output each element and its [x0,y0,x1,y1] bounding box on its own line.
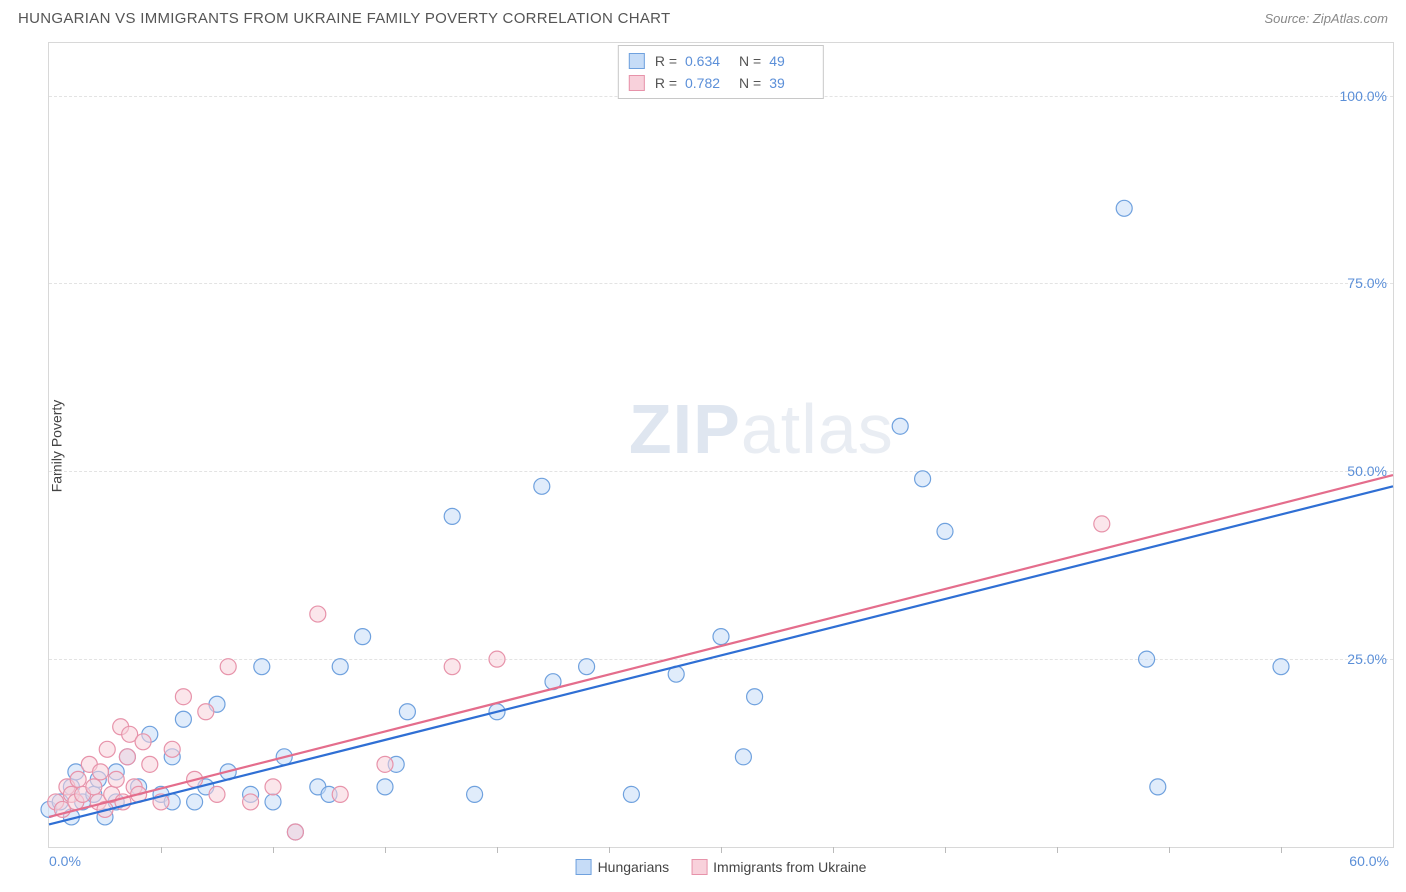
data-point [399,704,415,720]
data-point [108,771,124,787]
data-point [937,523,953,539]
r-label: R = [655,72,677,94]
data-point [623,786,639,802]
trend-line [49,486,1393,824]
data-point [1094,516,1110,532]
data-point [444,659,460,675]
data-point [310,606,326,622]
data-point [467,786,483,802]
data-point [187,794,203,810]
scatter-plot-svg [49,43,1393,847]
data-point [377,779,393,795]
r-value-hungarians: 0.634 [685,50,729,72]
data-point [735,749,751,765]
data-point [579,659,595,675]
x-tick [1057,847,1058,853]
x-axis-max-label: 60.0% [1349,853,1389,869]
data-point [377,756,393,772]
data-point [209,786,225,802]
x-tick [273,847,274,853]
data-point [892,418,908,434]
data-point [713,629,729,645]
chart-title: HUNGARIAN VS IMMIGRANTS FROM UKRAINE FAM… [18,10,670,27]
n-value-ukraine: 39 [769,72,813,94]
data-point [135,734,151,750]
data-point [287,824,303,840]
n-value-hungarians: 49 [769,50,813,72]
x-tick [1169,847,1170,853]
x-axis-min-label: 0.0% [49,853,81,869]
data-point [142,756,158,772]
n-label: N = [739,50,761,72]
data-point [265,794,281,810]
source-label: Source: ZipAtlas.com [1264,11,1388,26]
data-point [254,659,270,675]
stats-row-ukraine: R = 0.782 N = 39 [629,72,813,94]
data-point [915,471,931,487]
swatch-hungarians [576,859,592,875]
data-point [747,689,763,705]
r-value-ukraine: 0.782 [685,72,729,94]
stats-row-hungarians: R = 0.634 N = 49 [629,50,813,72]
data-point [332,659,348,675]
data-point [70,771,86,787]
swatch-ukraine [691,859,707,875]
data-point [489,651,505,667]
x-tick [161,847,162,853]
legend-item-hungarians: Hungarians [576,859,670,875]
n-label: N = [739,72,761,94]
stats-legend: R = 0.634 N = 49 R = 0.782 N = 39 [618,45,824,99]
x-tick [721,847,722,853]
series-legend: Hungarians Immigrants from Ukraine [576,859,867,875]
swatch-ukraine [629,75,645,91]
data-point [1139,651,1155,667]
data-point [175,711,191,727]
x-tick [1281,847,1282,853]
trend-line [49,475,1393,817]
x-tick [945,847,946,853]
data-point [265,779,281,795]
data-point [119,749,135,765]
data-point [99,741,115,757]
x-tick [833,847,834,853]
data-point [534,478,550,494]
chart-plot-area: ZIPatlas 25.0%50.0%75.0%100.0% 0.0% 60.0… [48,42,1394,848]
data-point [198,704,214,720]
data-point [332,786,348,802]
legend-item-ukraine: Immigrants from Ukraine [691,859,866,875]
data-point [243,794,259,810]
legend-label-hungarians: Hungarians [598,859,670,875]
data-point [86,779,102,795]
data-point [444,508,460,524]
r-label: R = [655,50,677,72]
x-tick [385,847,386,853]
data-point [220,659,236,675]
data-point [1116,200,1132,216]
x-tick [497,847,498,853]
data-point [175,689,191,705]
data-point [1273,659,1289,675]
x-tick [609,847,610,853]
data-point [355,629,371,645]
data-point [93,764,109,780]
swatch-hungarians [629,53,645,69]
legend-label-ukraine: Immigrants from Ukraine [713,859,866,875]
data-point [164,741,180,757]
data-point [1150,779,1166,795]
